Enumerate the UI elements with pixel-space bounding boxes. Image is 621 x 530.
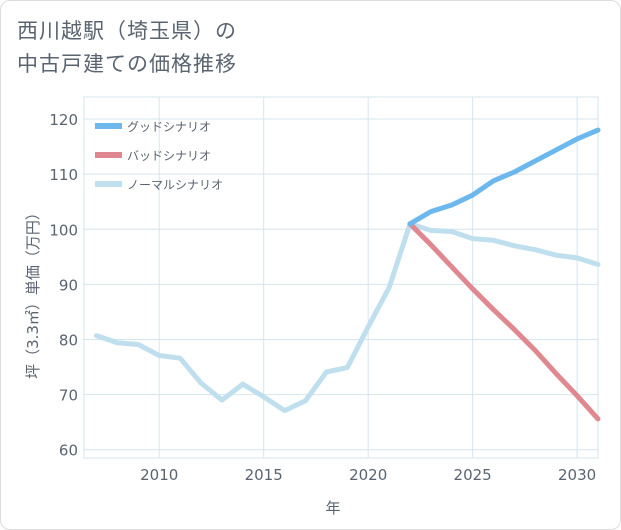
x-tick-label: 2025 <box>454 466 492 484</box>
y-tick-label: 90 <box>59 276 78 294</box>
x-tick-label: 2030 <box>558 466 596 484</box>
series-line-0 <box>407 127 601 227</box>
legend-label: バッドシナリオ <box>127 149 211 163</box>
x-axis-label: 年 <box>325 499 340 517</box>
series-line-1 <box>407 221 601 422</box>
x-tick-label: 2020 <box>349 466 387 484</box>
y-tick-label: 70 <box>59 387 78 405</box>
plot-frame <box>83 96 599 459</box>
y-tick-label: 100 <box>49 221 78 239</box>
chart-title-line2: 中古戸建ての価格推移 <box>17 52 237 76</box>
legend-label: グッドシナリオ <box>127 120 211 134</box>
chart-title: 西川越駅（埼玉県）の 中古戸建ての価格推移 <box>17 15 237 81</box>
x-tick-label: 2015 <box>245 466 283 484</box>
tick-labels: 60 70 80 90 100 110 120 2010 2015 2020 2025 2030 <box>49 111 596 484</box>
y-tick-label: 110 <box>49 166 78 184</box>
y-tick-label: 60 <box>59 442 78 460</box>
series-line-2 <box>94 221 601 414</box>
y-axis-label: 坪（3.3㎡）単価（万円） <box>24 205 42 379</box>
series-layer <box>94 127 601 422</box>
x-tick-label: 2010 <box>140 466 178 484</box>
chart-title-line1: 西川越駅（埼玉県）の <box>17 19 237 43</box>
legend-label: ノーマルシナリオ <box>127 178 223 192</box>
y-tick-label: 120 <box>49 111 78 129</box>
y-tick-label: 80 <box>59 332 78 350</box>
